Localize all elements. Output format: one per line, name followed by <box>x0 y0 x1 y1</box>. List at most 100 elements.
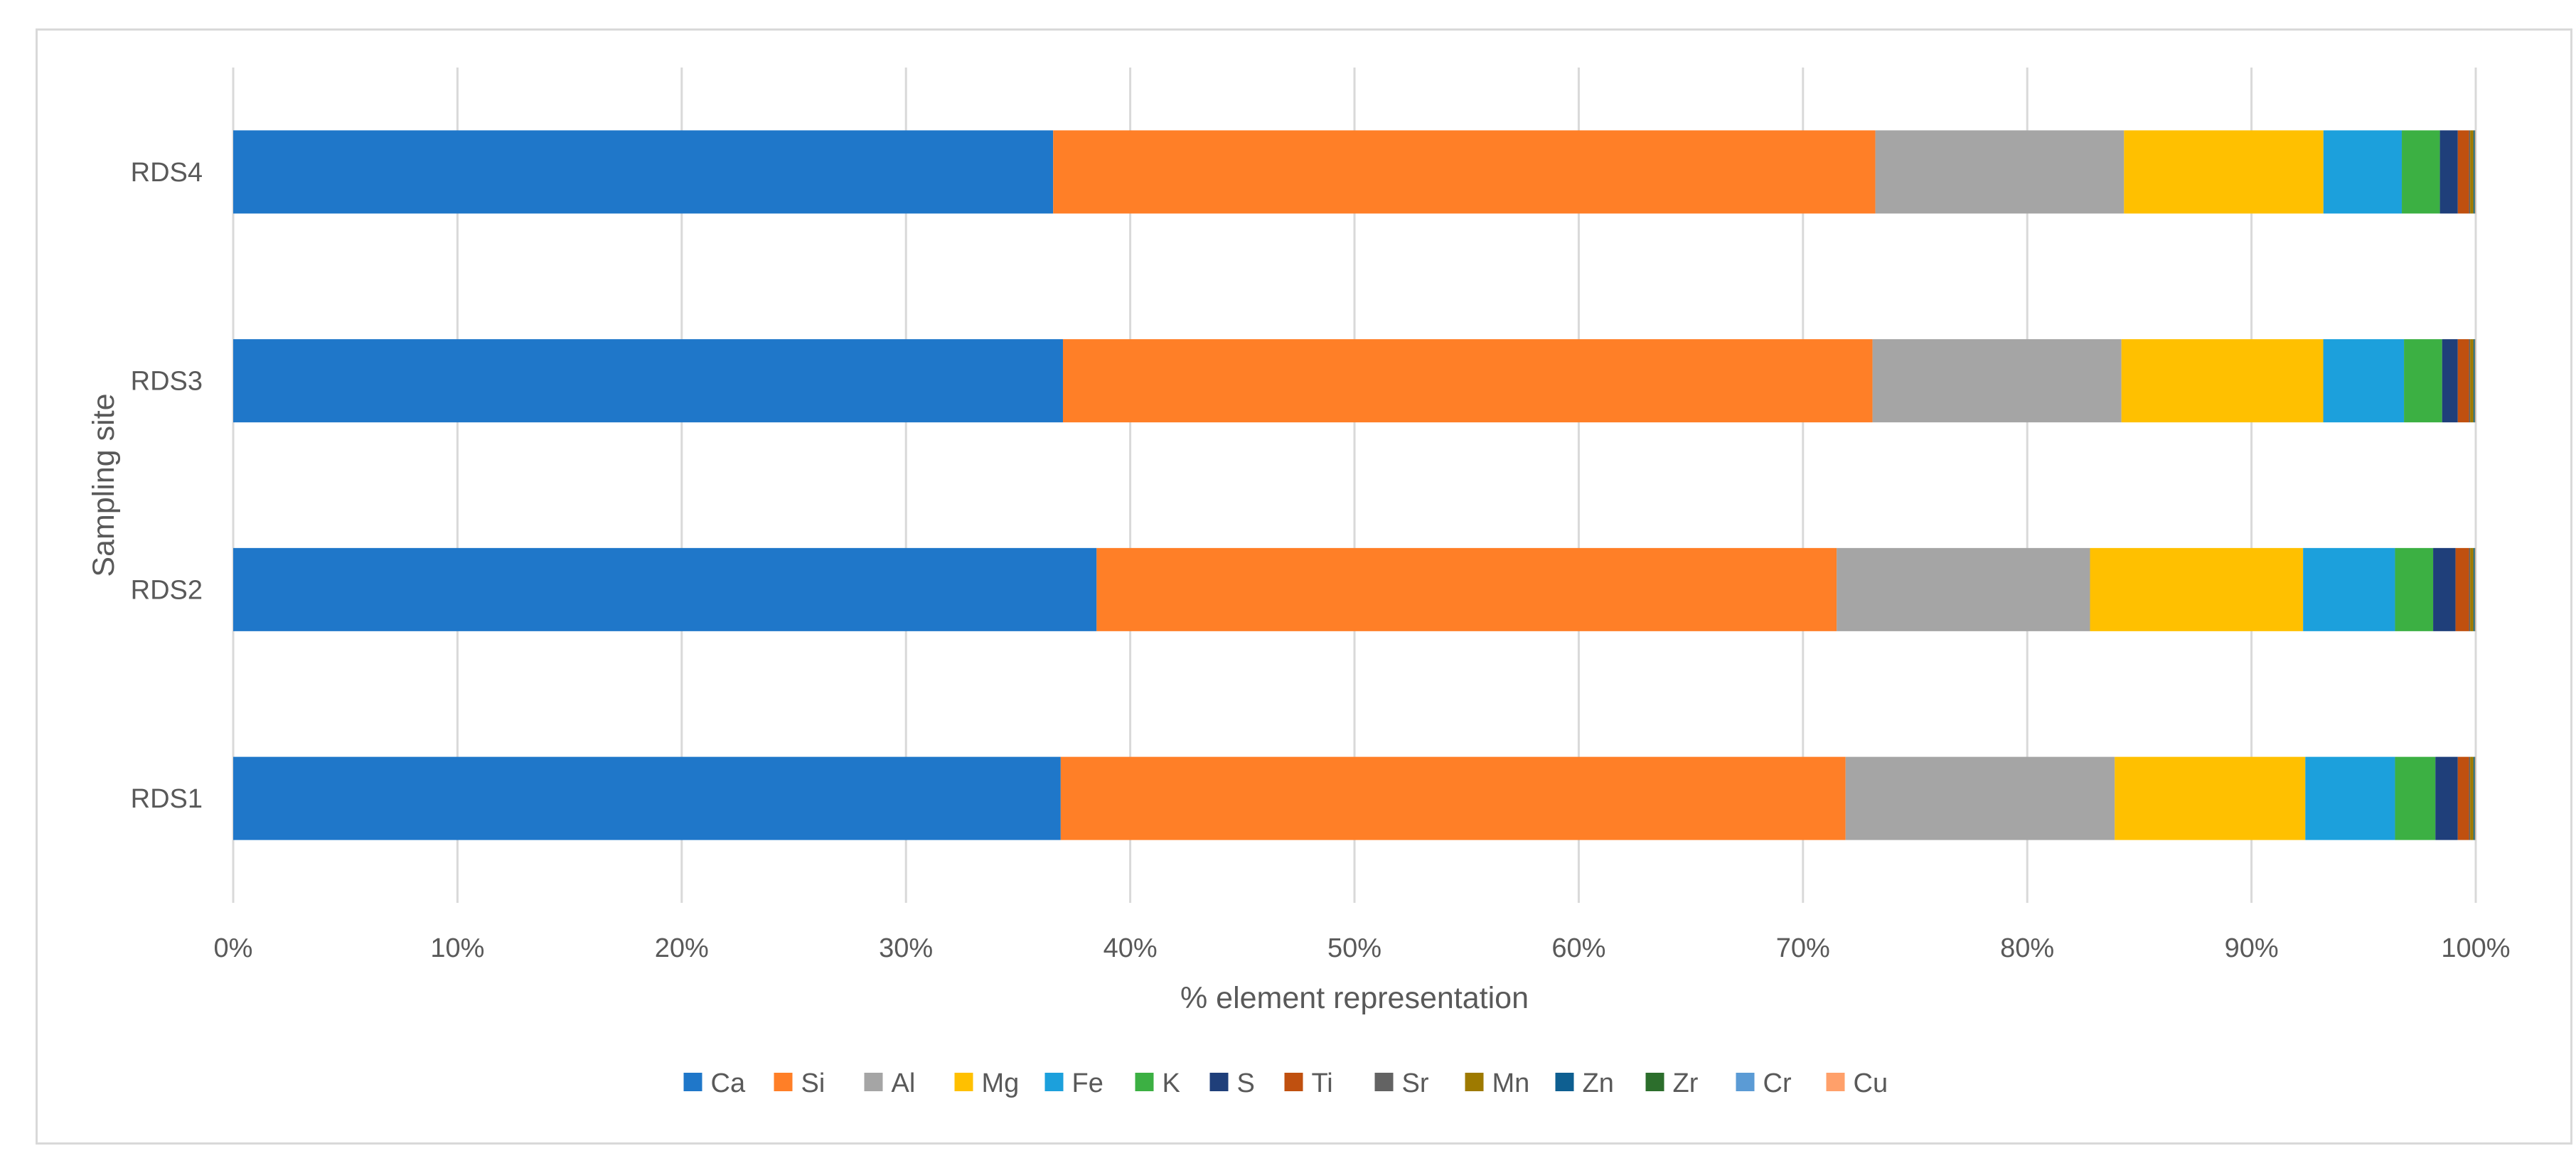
legend-label-cr: Cr <box>1763 1068 1792 1098</box>
bar-segment-sr-rds4 <box>2469 130 2471 214</box>
y-category-label: RDS4 <box>131 158 203 188</box>
bar-segment-ti-rds2 <box>2455 547 2469 631</box>
bar-segment-sr-rds1 <box>2469 756 2471 840</box>
legend-label-k: K <box>1163 1068 1180 1098</box>
x-tick-label: 90% <box>2225 933 2279 963</box>
bar-segment-cr-rds3 <box>2474 339 2476 423</box>
legend-swatch-ca <box>683 1073 702 1091</box>
bar-segment-zr-rds2 <box>2474 547 2475 631</box>
bar-segment-k-rds1 <box>2395 756 2436 840</box>
bar-segment-mg-rds2 <box>2090 547 2304 631</box>
bar-segment-cu-rds4 <box>2475 130 2476 214</box>
bar-segment-zr-rds3 <box>2474 339 2475 423</box>
x-tick-label: 100% <box>2441 933 2510 963</box>
x-tick-label: 80% <box>2000 933 2054 963</box>
legend-label-zn: Zn <box>1583 1068 1614 1098</box>
bar-segment-mg-rds3 <box>2121 339 2324 423</box>
bar-segment-cu-rds1 <box>2475 756 2476 840</box>
bar-segment-mg-rds4 <box>2124 130 2324 214</box>
legend-swatch-mn <box>1465 1073 1484 1091</box>
bar-segment-cr-rds2 <box>2474 547 2476 631</box>
legend-swatch-fe <box>1044 1073 1064 1091</box>
y-axis-title: Sampling site <box>87 393 121 577</box>
legend-label-ti: Ti <box>1312 1068 1333 1098</box>
bar-segment-k-rds3 <box>2404 339 2442 423</box>
bar-segment-al-rds3 <box>1872 339 2122 423</box>
legend-label-si: Si <box>801 1068 825 1098</box>
bar-segment-si-rds2 <box>1096 547 1837 631</box>
x-tick-label: 20% <box>655 933 709 963</box>
bar-segment-cr-rds1 <box>2474 756 2476 840</box>
legend-swatch-si <box>774 1073 793 1091</box>
bar-segment-si-rds3 <box>1062 339 1873 423</box>
bar-segment-si-rds4 <box>1053 130 1876 214</box>
bar-segment-ti-rds4 <box>2457 130 2469 214</box>
legend-label-sr: Sr <box>1402 1068 1429 1098</box>
x-tick-label: 40% <box>1103 933 1158 963</box>
bar-segment-ca-rds1 <box>233 756 1061 840</box>
legend-swatch-zn <box>1555 1073 1574 1091</box>
bar-segment-mn-rds1 <box>2470 756 2474 840</box>
legend-swatch-al <box>864 1073 883 1091</box>
bar-segment-cu-rds2 <box>2475 547 2476 631</box>
bar-segment-si-rds1 <box>1060 756 1846 840</box>
bar-segment-mn-rds2 <box>2470 547 2474 631</box>
x-tick-label: 50% <box>1327 933 1381 963</box>
legend-swatch-cu <box>1826 1073 1845 1091</box>
bar-segment-ti-rds3 <box>2457 339 2469 423</box>
legend-swatch-sr <box>1374 1073 1394 1091</box>
bar-segment-al-rds2 <box>1837 547 2090 631</box>
bar-segment-fe-rds1 <box>2305 756 2395 840</box>
legend-label-fe: Fe <box>1072 1068 1103 1098</box>
legend-swatch-cr <box>1736 1073 1755 1091</box>
bars <box>233 130 2476 840</box>
bar-segment-sr-rds3 <box>2469 339 2471 423</box>
bar-segment-zr-rds4 <box>2474 130 2475 214</box>
legend-label-zr: Zr <box>1673 1068 1699 1098</box>
y-category-labels: RDS1 RDS2 RDS3 RDS4 <box>131 158 203 814</box>
x-axis-title: % element representation <box>1180 981 1529 1015</box>
bar-segment-fe-rds4 <box>2323 130 2403 214</box>
bar-segment-s-rds1 <box>2435 756 2458 840</box>
legend-label-al: Al <box>892 1068 916 1098</box>
x-tick-label: 30% <box>879 933 933 963</box>
bar-segment-ca-rds4 <box>233 130 1054 214</box>
bar-segment-fe-rds3 <box>2323 339 2405 423</box>
bar-segment-k-rds2 <box>2395 547 2434 631</box>
bar-segment-ti-rds1 <box>2457 756 2469 840</box>
y-category-label: RDS2 <box>131 575 203 605</box>
bar-segment-ca-rds3 <box>233 339 1063 423</box>
bar-segment-ca-rds2 <box>233 547 1097 631</box>
legend-label-mg: Mg <box>982 1068 1020 1098</box>
bar-segment-sr-rds2 <box>2469 547 2471 631</box>
bar-segment-mn-rds3 <box>2470 339 2474 423</box>
bar-segment-mg-rds1 <box>2115 756 2306 840</box>
bar-segment-k-rds4 <box>2402 130 2440 214</box>
legend-swatch-ti <box>1284 1073 1303 1091</box>
bar-segment-mn-rds4 <box>2470 130 2474 214</box>
bar-segment-s-rds3 <box>2442 339 2458 423</box>
y-category-label: RDS3 <box>131 367 203 397</box>
legend-swatch-k <box>1135 1073 1154 1091</box>
legend-swatch-zr <box>1645 1073 1664 1091</box>
y-category-label: RDS1 <box>131 784 203 814</box>
legend-swatch-mg <box>954 1073 973 1091</box>
bar-segment-cr-rds4 <box>2474 130 2476 214</box>
legend: Ca Si Al Mg Fe K S Ti Sr Mn Zn Zr Cr Cu <box>683 1068 1888 1098</box>
x-tick-labels: 0% 10% 20% 30% 40% 50% 60% 70% 80% 90% 100% <box>214 933 2511 963</box>
legend-swatch-s <box>1209 1073 1229 1091</box>
bar-segment-s-rds4 <box>2439 130 2458 214</box>
legend-label-mn: Mn <box>1492 1068 1530 1098</box>
bar-segment-cu-rds3 <box>2475 339 2476 423</box>
x-tick-label: 70% <box>1776 933 1830 963</box>
x-tick-label: 10% <box>430 933 484 963</box>
bar-segment-s-rds2 <box>2433 547 2456 631</box>
bar-segment-zr-rds1 <box>2474 756 2475 840</box>
legend-label-cu: Cu <box>1854 1068 1888 1098</box>
x-tick-label: 60% <box>1551 933 1605 963</box>
bar-segment-al-rds4 <box>1875 130 2125 214</box>
legend-label-ca: Ca <box>711 1068 746 1098</box>
legend-label-s: S <box>1237 1068 1255 1098</box>
x-tick-label: 0% <box>214 933 253 963</box>
